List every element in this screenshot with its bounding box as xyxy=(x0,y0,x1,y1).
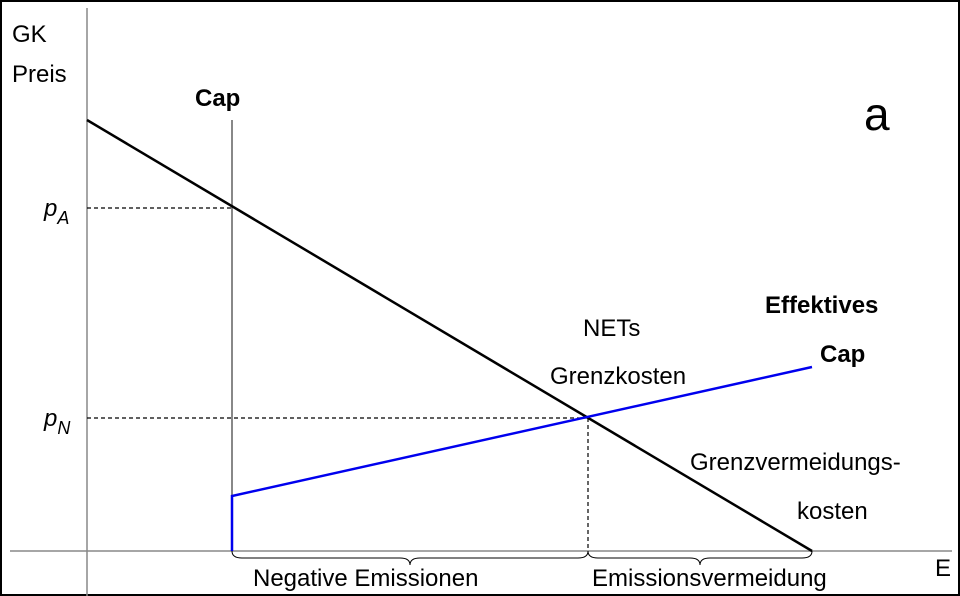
y-label: Preis xyxy=(12,61,67,88)
symbol: p xyxy=(43,405,57,432)
price-label: pA xyxy=(43,195,69,228)
brace-label: Emissionsvermeidung xyxy=(592,565,827,592)
panel-label: a xyxy=(864,88,890,140)
brace-label: Negative Emissionen xyxy=(253,565,478,592)
brace-right xyxy=(587,550,813,566)
brace-left xyxy=(231,550,589,566)
x-label: E xyxy=(935,555,951,582)
effective-cap-label: Effektives xyxy=(765,292,878,319)
y-label: GK xyxy=(12,21,47,48)
subscript: A xyxy=(56,208,69,228)
symbol: p xyxy=(43,195,57,222)
abatement-label: kosten xyxy=(797,498,868,525)
abatement-curve xyxy=(86,118,813,553)
price-label: pN xyxy=(43,405,71,438)
nets-label: NETs xyxy=(583,315,640,342)
subscript: N xyxy=(57,418,71,438)
nets-label: Grenzkosten xyxy=(550,363,686,390)
cap-label: Cap xyxy=(195,85,240,112)
nets-curve xyxy=(230,365,813,551)
abatement-label: Grenzvermeidungs- xyxy=(690,449,901,476)
effective-cap-label: Cap xyxy=(820,341,865,368)
